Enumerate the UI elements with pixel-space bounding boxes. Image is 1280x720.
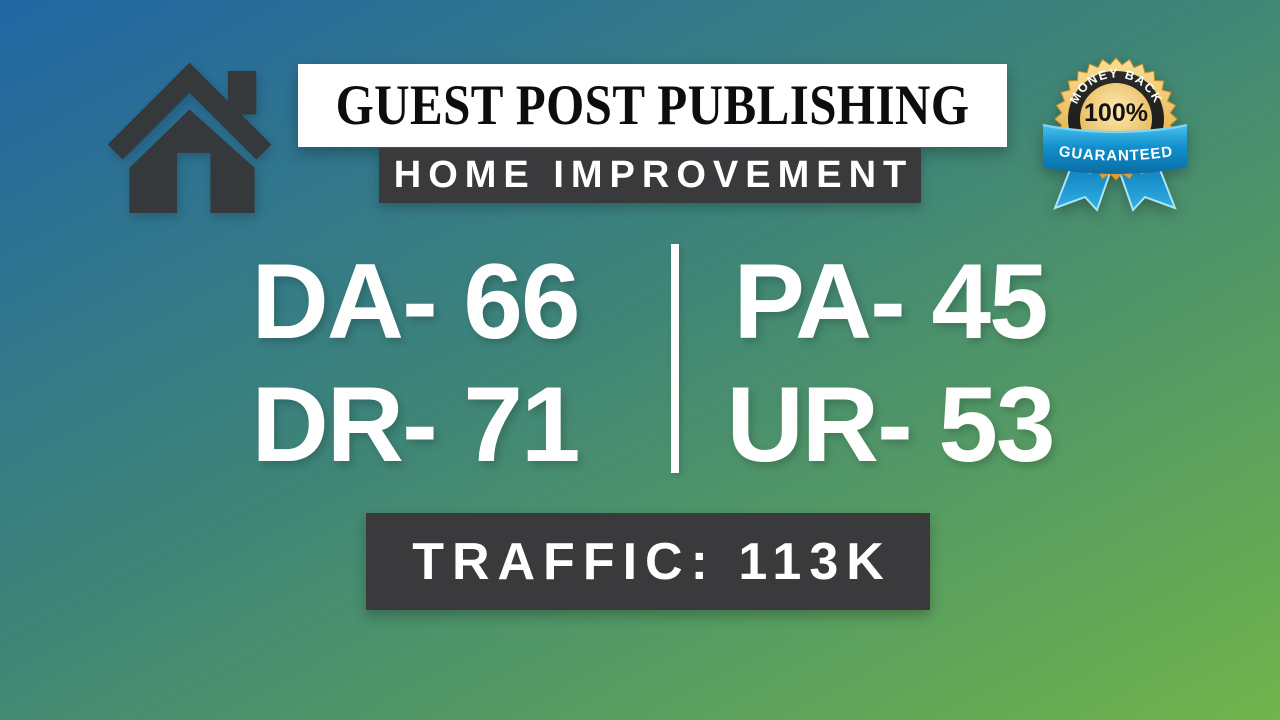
home-icon — [107, 62, 272, 213]
badge-ribbon-highlight — [1042, 123, 1188, 134]
svg-text:GUARANTEED: GUARANTEED — [1058, 143, 1175, 164]
metric-pa: PA- 45 — [733, 241, 1048, 361]
metrics-left-column: DA- 66 DR- 71 — [180, 240, 650, 486]
traffic-text: TRAFFIC: 113K — [412, 532, 892, 591]
money-back-badge-icon: MONEY BACK 100% GUARANTEED — [1042, 57, 1188, 212]
vertical-divider — [671, 244, 679, 473]
house-roof — [107, 62, 272, 160]
metric-da: DA- 66 — [251, 241, 581, 361]
badge-ribbon-text: GUARANTEED — [1058, 143, 1174, 164]
metric-ur: UR- 53 — [726, 364, 1056, 484]
gig-title: GUEST POST PUBLISHING — [335, 74, 970, 137]
badge-ribbon-tails — [1053, 160, 1177, 212]
title-banner: GUEST POST PUBLISHING — [298, 64, 1007, 147]
metric-dr: DR- 71 — [251, 364, 581, 484]
house-body — [129, 109, 255, 213]
category-bar: HOME IMPROVEMENT — [379, 148, 921, 203]
metrics-right-column: PA- 45 UR- 53 — [660, 240, 1120, 486]
badge-ribbon-band — [1043, 125, 1187, 174]
badge-percent-text: 100% — [1084, 99, 1148, 127]
traffic-box: TRAFFIC: 113K — [366, 513, 930, 610]
gig-category: HOME IMPROVEMENT — [393, 154, 914, 196]
